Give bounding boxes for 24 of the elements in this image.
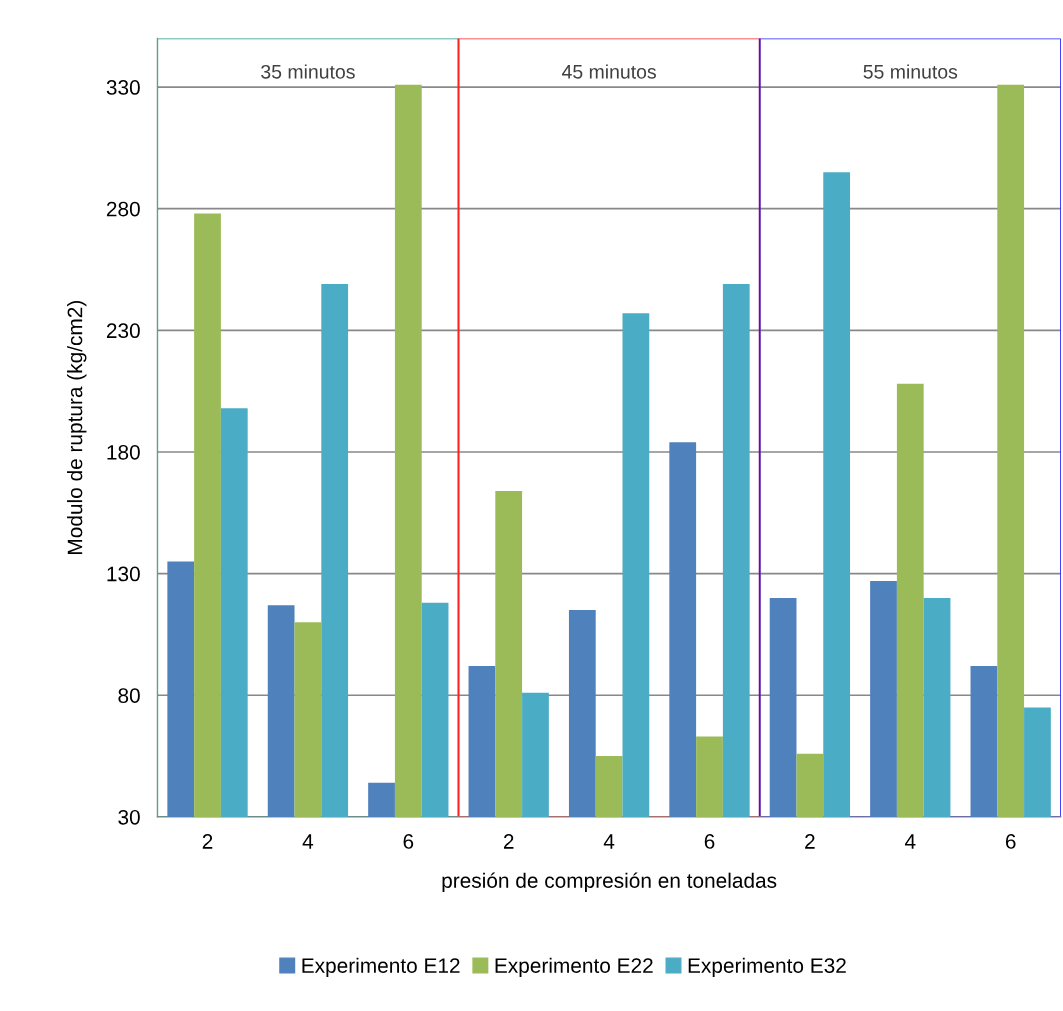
x-axis-title: presión de compresión en toneladas	[442, 872, 777, 893]
y-tick-label: 130	[107, 566, 140, 582]
x-tick-label: 6	[403, 834, 414, 849]
x-tick-label: 4	[302, 834, 314, 849]
y-tick-label: 280	[106, 201, 140, 217]
legend-label: Experimento E22	[495, 957, 653, 978]
annotation: 35 minutos	[261, 64, 355, 79]
x-tick-label: 2	[503, 834, 514, 849]
y-tick-label: 330	[106, 80, 140, 95]
x-tick-label: 6	[1005, 834, 1016, 849]
x-tick-label: 2	[805, 834, 815, 849]
x-tick-label: 4	[904, 834, 916, 849]
y-axis-title: Modulo de ruptura (kg/cm2)	[67, 300, 87, 554]
legend-label: Experimento E32	[688, 957, 846, 978]
legend-label: Experimento E12	[302, 957, 460, 978]
annotation: 45 minutos	[561, 64, 656, 79]
x-tick-label: 4	[603, 834, 615, 849]
y-tick-label: 180	[107, 444, 140, 460]
x-tick-label: 2	[202, 834, 213, 849]
x-tick-label: 6	[704, 834, 715, 849]
y-tick-label: 30	[118, 809, 140, 825]
y-tick-label: 230	[106, 323, 140, 339]
annotation: 55 minutos	[863, 64, 958, 79]
y-tick-label: 80	[118, 688, 140, 704]
